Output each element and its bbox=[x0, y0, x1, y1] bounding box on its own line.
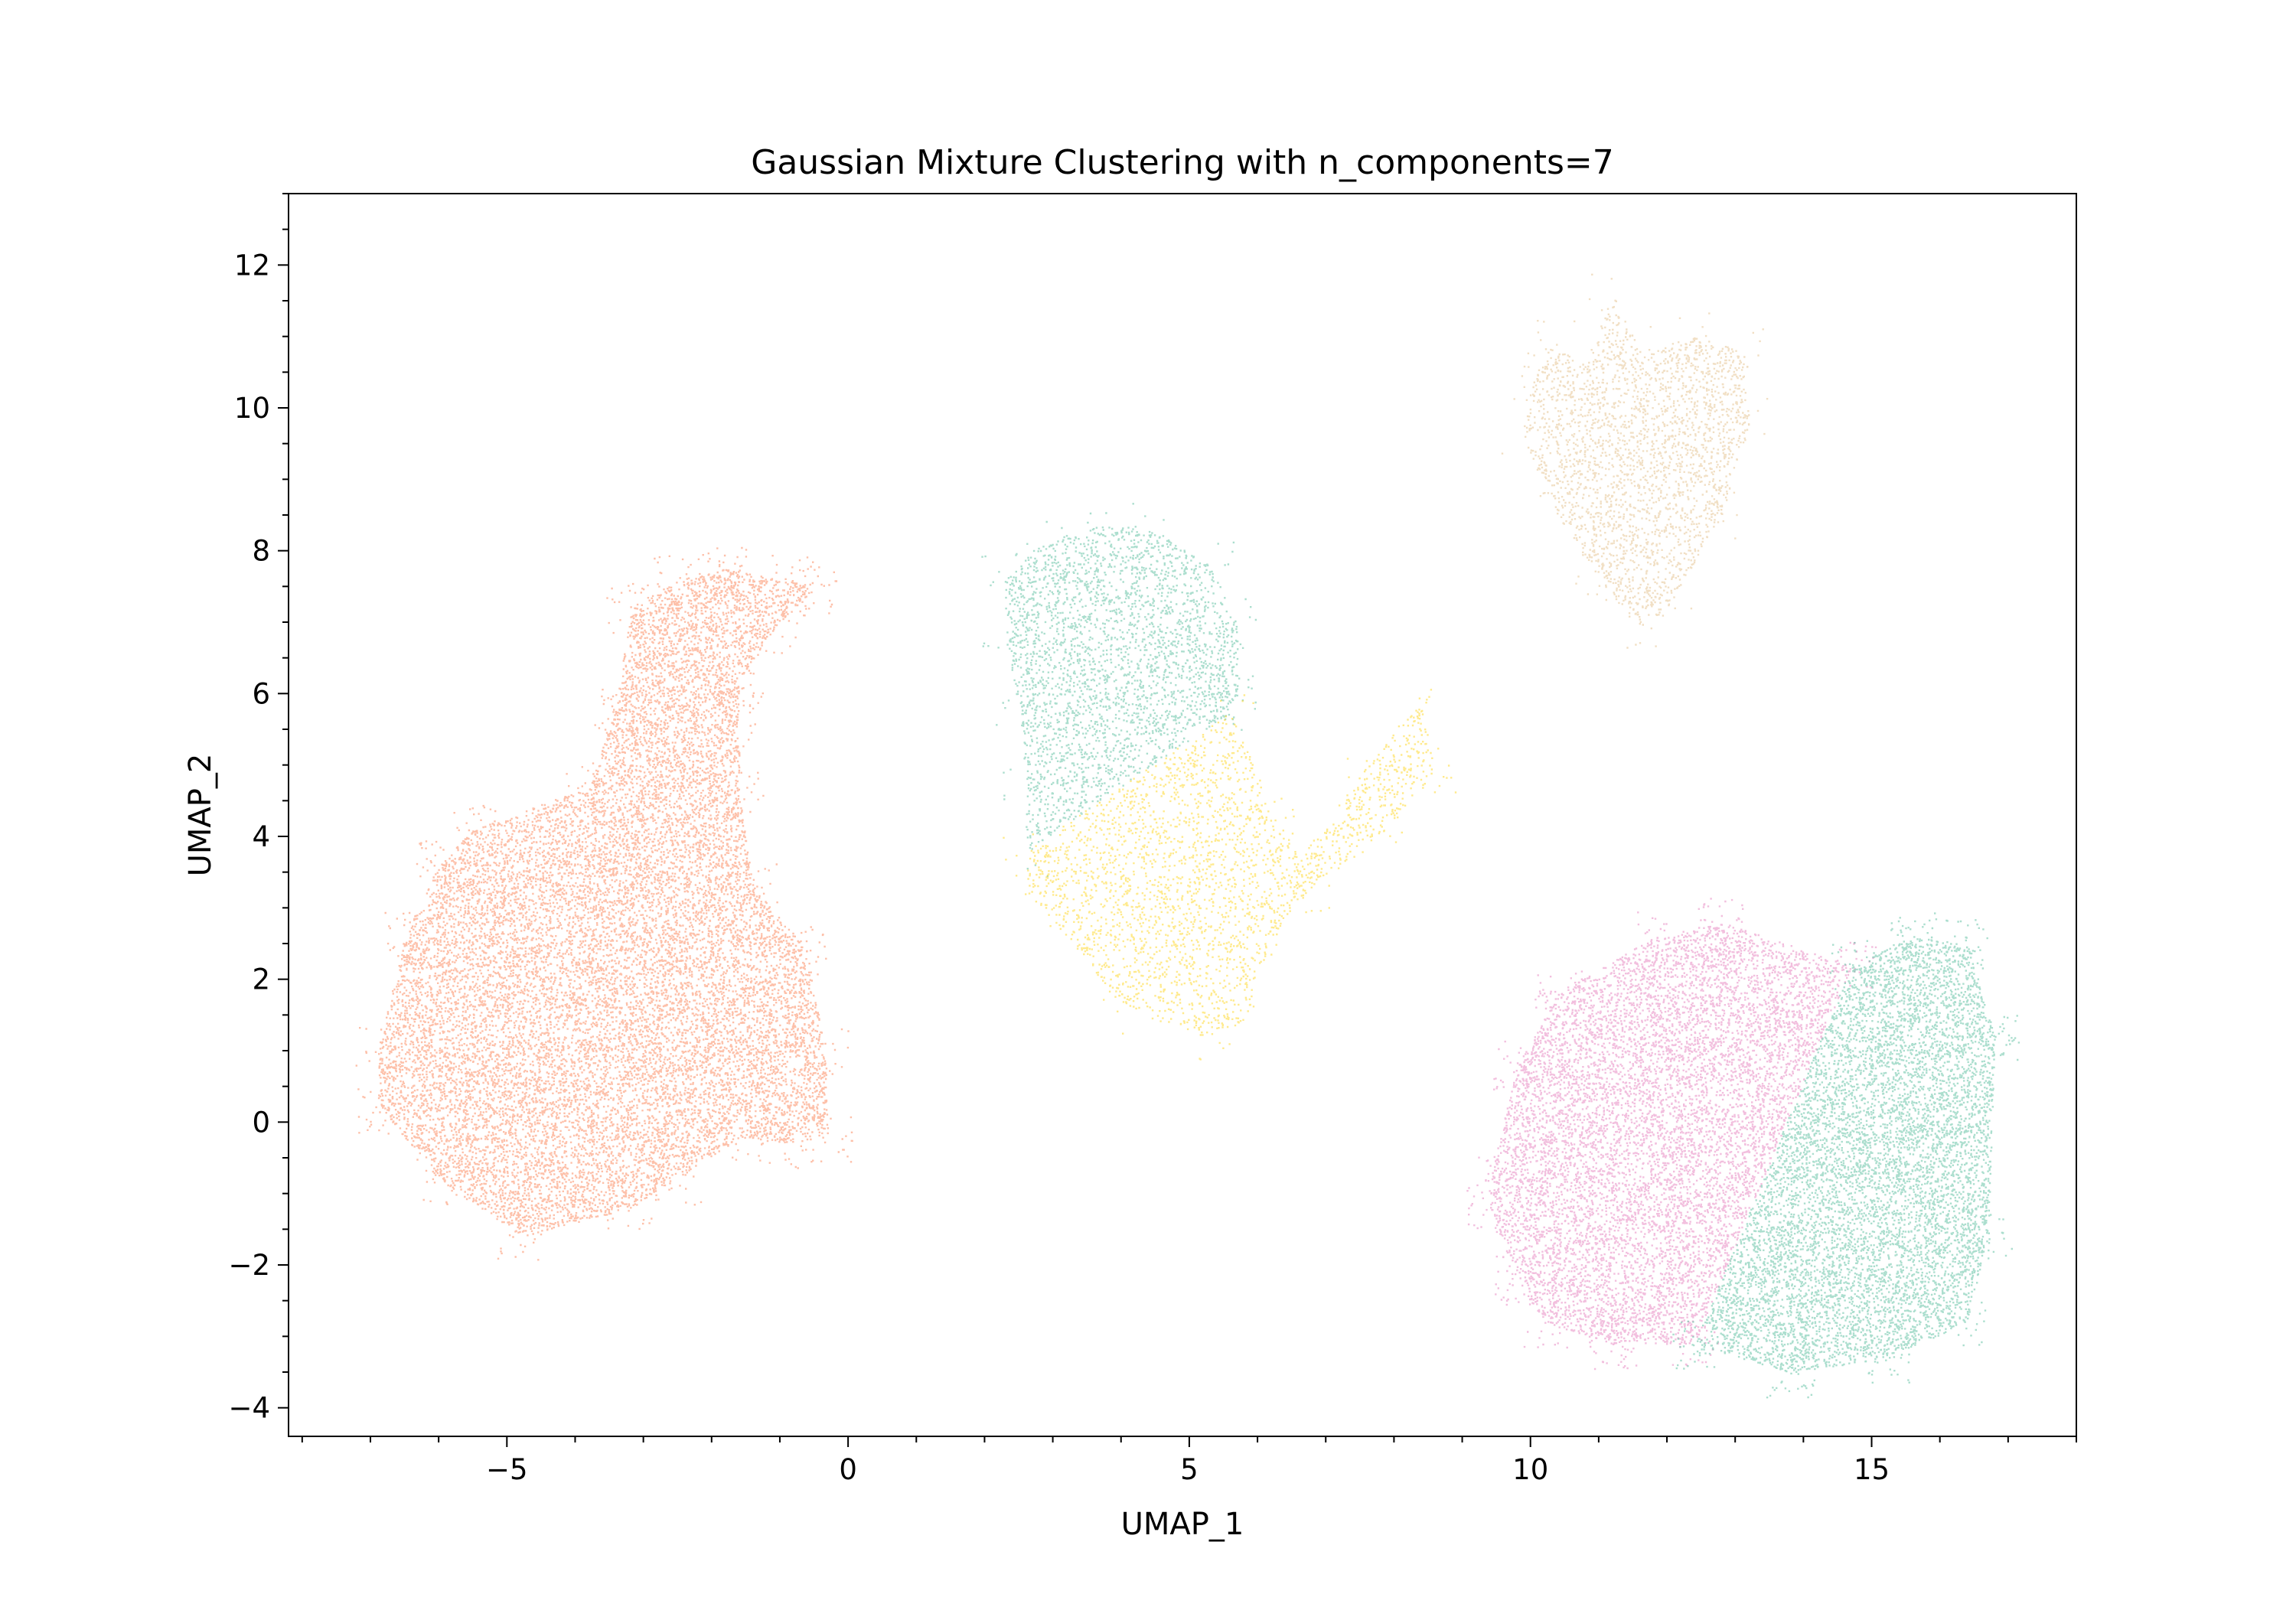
x-tick-label: 15 bbox=[1854, 1453, 1890, 1486]
y-tick-label: 12 bbox=[234, 249, 270, 282]
x-tick-label: 5 bbox=[1180, 1453, 1199, 1486]
cluster-4-points bbox=[1466, 898, 1877, 1371]
chart-title: Gaussian Mixture Clustering with n_compo… bbox=[751, 143, 1614, 182]
cluster-2-marks bbox=[981, 503, 1257, 878]
y-tick-label: 0 bbox=[252, 1106, 270, 1139]
cluster-2-points bbox=[981, 503, 1257, 878]
y-tick-label: −2 bbox=[228, 1249, 270, 1282]
cluster-4-marks bbox=[1466, 898, 1877, 1371]
y-axis-ticks: −4 −2 0 2 4 6 8 10 12 bbox=[228, 193, 289, 1425]
x-axis-ticks: −5 0 5 10 15 bbox=[301, 1436, 2077, 1486]
x-tick-label: −5 bbox=[486, 1453, 528, 1486]
cluster-6-points bbox=[1501, 273, 1769, 649]
y-axis-label: UMAP_2 bbox=[183, 754, 218, 877]
x-tick-label: 10 bbox=[1512, 1453, 1548, 1486]
scatter-clusters bbox=[355, 273, 2020, 1399]
cluster-6-marks bbox=[1501, 273, 1769, 649]
y-tick-label: 10 bbox=[234, 392, 270, 425]
cluster-1-points bbox=[355, 546, 853, 1261]
cluster-5-marks bbox=[1672, 912, 2020, 1399]
y-tick-label: 4 bbox=[252, 820, 270, 853]
y-tick-label: 6 bbox=[252, 677, 270, 710]
cluster-1-marks bbox=[355, 546, 853, 1261]
x-tick-label: 0 bbox=[839, 1453, 857, 1486]
x-axis-label: UMAP_1 bbox=[1121, 1507, 1244, 1542]
y-tick-label: 8 bbox=[252, 535, 270, 568]
y-tick-label: 2 bbox=[252, 963, 270, 996]
axes-frame bbox=[288, 193, 2077, 1437]
cluster-5-points bbox=[1672, 912, 2020, 1399]
y-tick-label: −4 bbox=[228, 1392, 270, 1425]
